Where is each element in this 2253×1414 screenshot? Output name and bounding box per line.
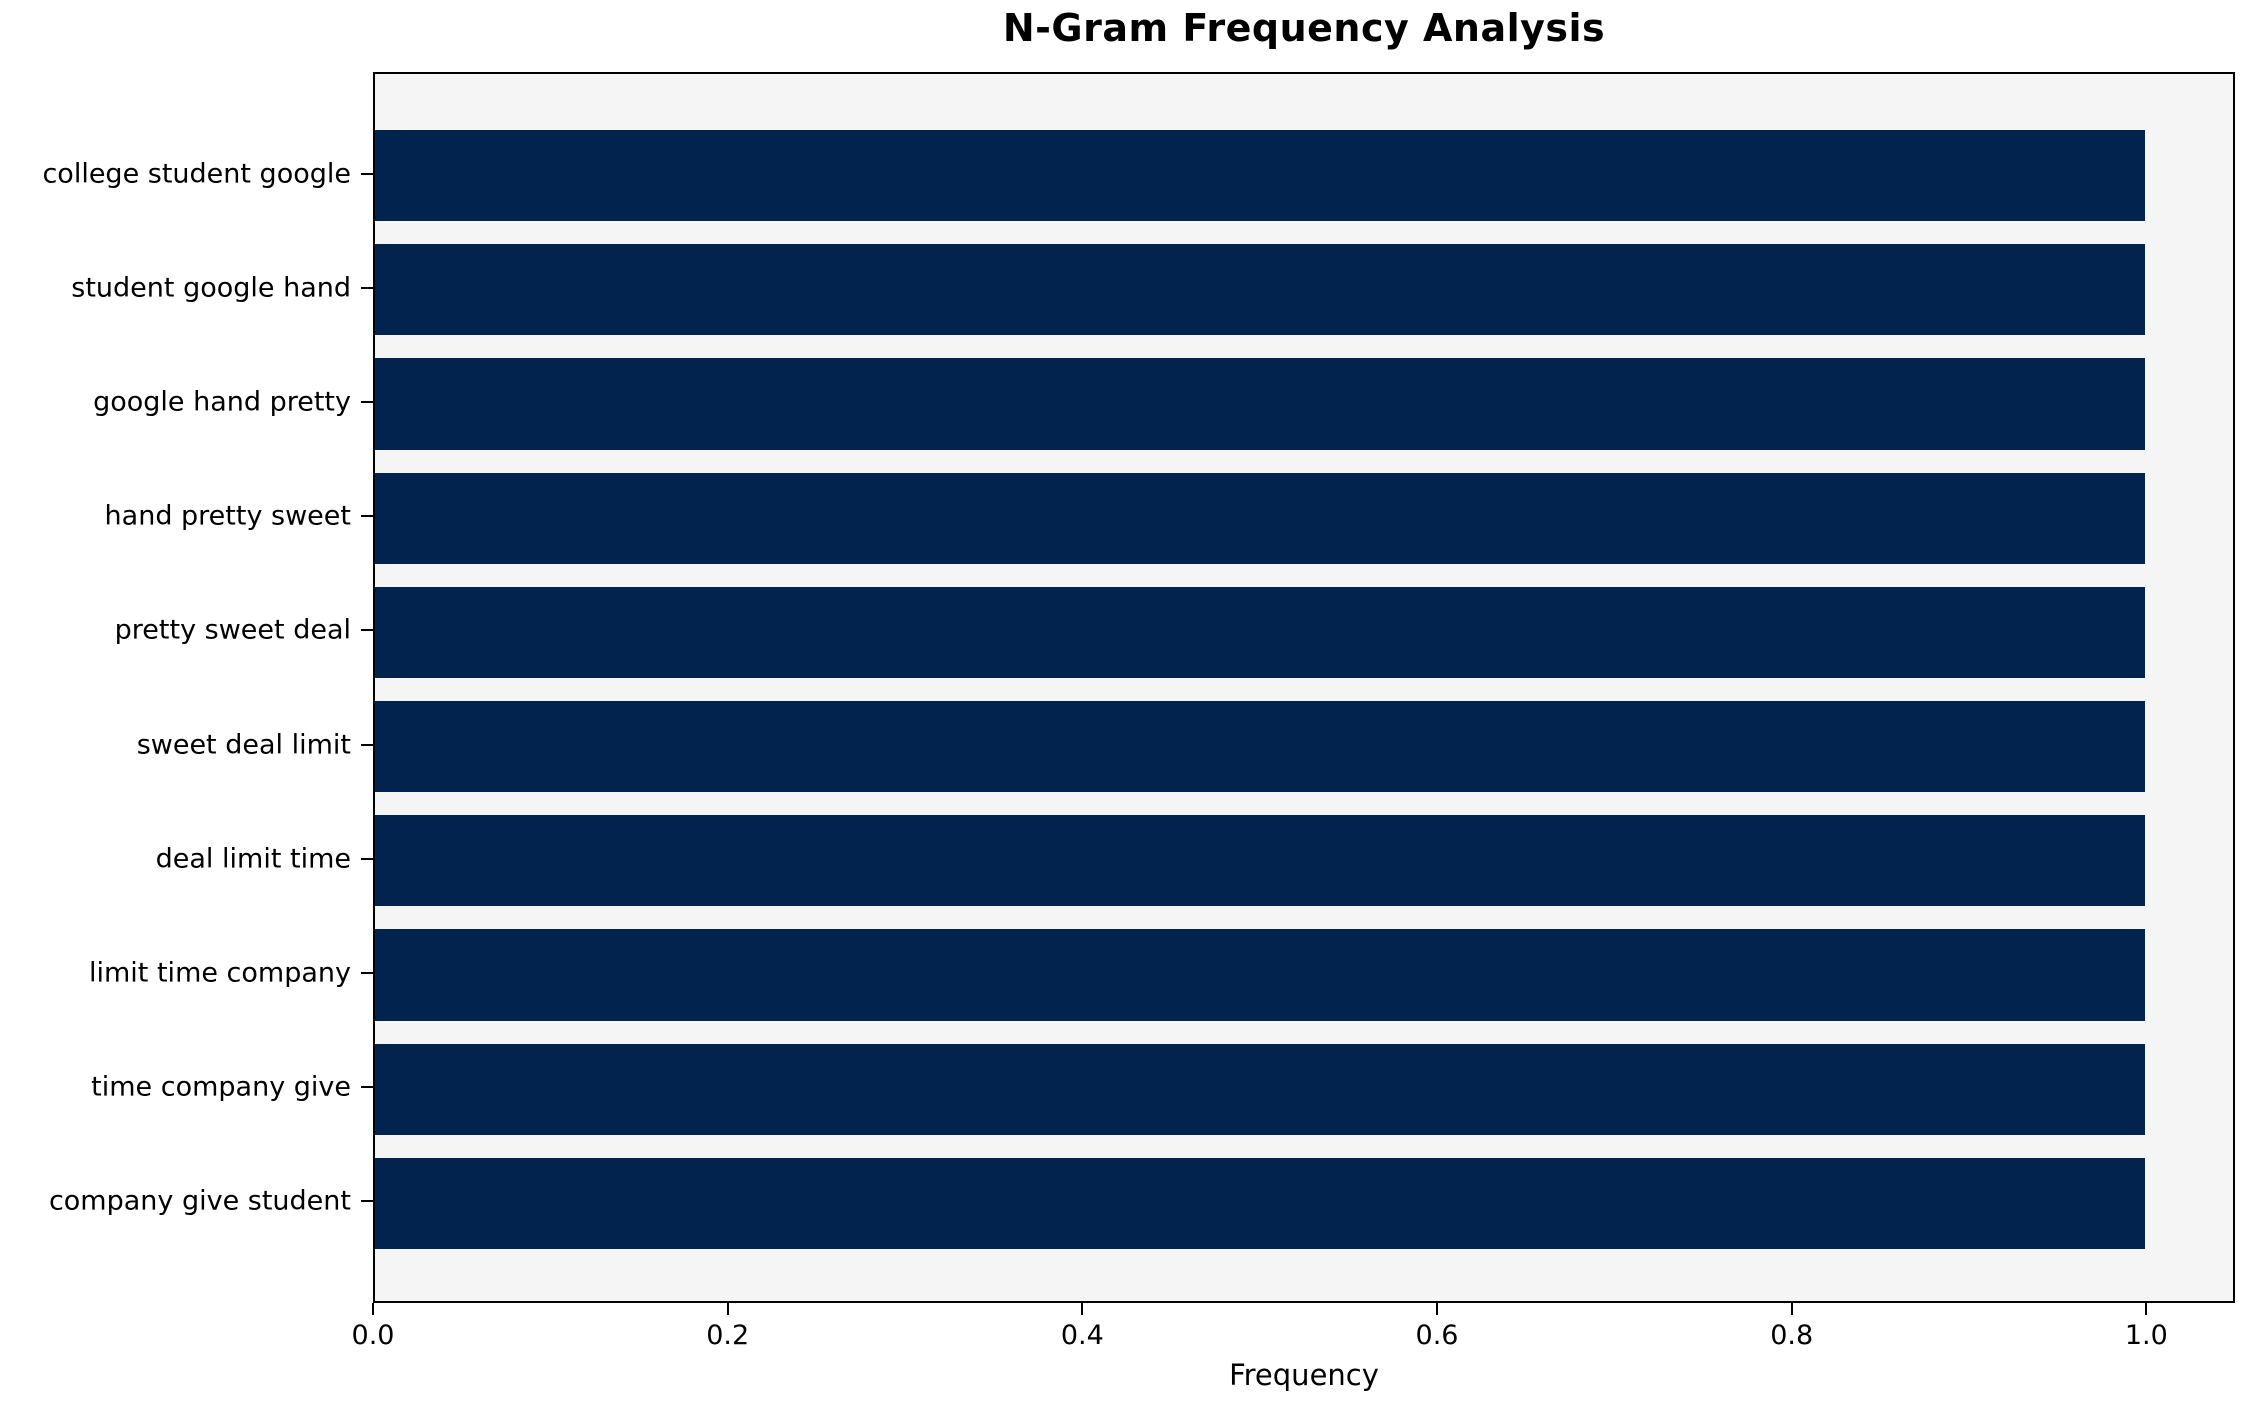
x-tick bbox=[372, 1303, 374, 1315]
bar bbox=[375, 244, 2145, 336]
x-axis-label: Frequency bbox=[1229, 1358, 1379, 1392]
x-tick-label: 0.2 bbox=[706, 1320, 750, 1351]
y-tick bbox=[361, 286, 373, 289]
y-tick bbox=[361, 1200, 373, 1203]
bars-layer bbox=[375, 74, 2233, 1301]
x-tick bbox=[2145, 1303, 2148, 1315]
x-tick-label: 0.4 bbox=[1060, 1320, 1104, 1351]
bar bbox=[375, 586, 2145, 679]
y-tick-label: deal limit time bbox=[155, 843, 351, 875]
y-tick-label: pretty sweet deal bbox=[114, 614, 351, 646]
y-tick bbox=[361, 515, 373, 518]
bar bbox=[375, 1043, 2145, 1135]
y-tick bbox=[361, 401, 373, 403]
chart-title: N-Gram Frequency Analysis bbox=[1002, 6, 1606, 50]
y-tick bbox=[361, 743, 373, 746]
bar bbox=[375, 929, 2145, 1021]
x-tick-label: 1.0 bbox=[2124, 1320, 2168, 1351]
x-tick bbox=[726, 1303, 729, 1315]
y-tick bbox=[361, 172, 373, 175]
bar bbox=[375, 700, 2145, 793]
x-tick-label: 0.6 bbox=[1415, 1320, 1459, 1351]
y-tick-label: hand pretty sweet bbox=[104, 500, 351, 532]
plot-area bbox=[373, 72, 2235, 1303]
y-tick-label: limit time company bbox=[89, 957, 351, 989]
y-tick bbox=[361, 857, 373, 860]
y-tick bbox=[361, 629, 373, 632]
x-tick bbox=[1081, 1303, 1084, 1315]
bar bbox=[375, 130, 2145, 222]
x-tick bbox=[1790, 1303, 1793, 1315]
bar bbox=[375, 815, 2145, 907]
x-tick bbox=[1436, 1303, 1438, 1315]
y-tick bbox=[361, 1086, 373, 1089]
y-tick-label: student google hand bbox=[71, 272, 351, 304]
y-tick-label: sweet deal limit bbox=[136, 729, 351, 761]
x-tick-label: 0.0 bbox=[351, 1320, 395, 1351]
bar bbox=[375, 358, 2145, 450]
x-tick-label: 0.8 bbox=[1770, 1320, 1814, 1351]
y-tick-label: company give student bbox=[48, 1185, 351, 1217]
y-tick-label: google hand pretty bbox=[93, 386, 351, 418]
y-tick-label: time company give bbox=[91, 1071, 351, 1103]
y-tick-label: college student google bbox=[42, 158, 351, 190]
bar bbox=[375, 1157, 2145, 1250]
bar bbox=[375, 472, 2145, 564]
y-tick bbox=[361, 972, 373, 974]
